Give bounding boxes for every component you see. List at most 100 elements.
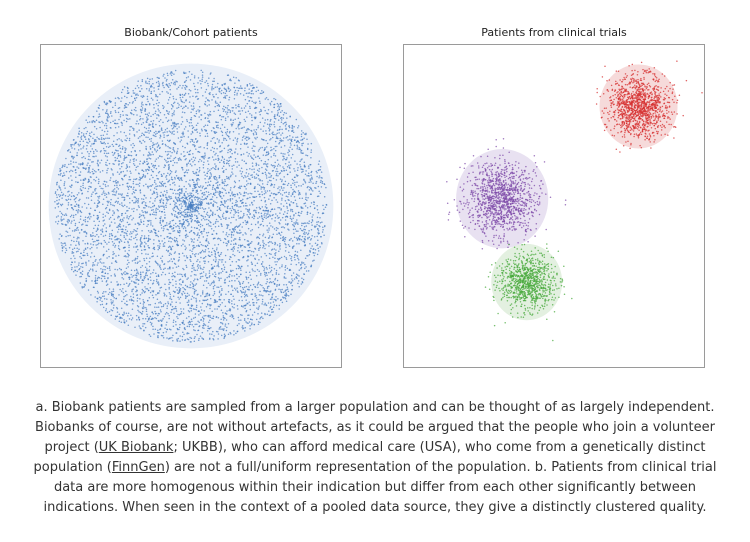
biobank-point	[214, 132, 216, 134]
biobank-point	[128, 216, 131, 218]
biobank-point	[240, 295, 243, 298]
biobank-point	[91, 148, 94, 150]
biobank-point	[284, 211, 286, 213]
biobank-point	[259, 274, 262, 276]
biobank-point	[87, 220, 89, 223]
biobank-point	[270, 174, 273, 177]
biobank-point	[187, 220, 190, 223]
biobank-point	[87, 178, 90, 181]
biobank-point	[257, 298, 260, 301]
biobank-point	[101, 230, 104, 232]
biobank-point	[275, 179, 278, 181]
biobank-point	[248, 92, 251, 94]
biobank-point	[76, 227, 78, 230]
biobank-point	[137, 183, 139, 186]
biobank-point	[236, 86, 238, 89]
biobank-point	[187, 321, 190, 324]
biobank-point	[224, 237, 226, 240]
biobank-point	[295, 136, 297, 139]
biobank-point	[226, 134, 229, 137]
biobank-point	[301, 210, 303, 213]
biobank-point	[92, 261, 94, 264]
biobank-point	[125, 139, 128, 142]
biobank-point	[286, 157, 288, 159]
biobank-point	[217, 333, 220, 335]
biobank-point	[110, 293, 113, 296]
biobank-point	[286, 267, 289, 270]
biobank-point	[152, 328, 154, 331]
biobank-point	[177, 157, 180, 160]
biobank-point	[80, 185, 82, 188]
biobank-point	[315, 180, 318, 183]
biobank-point	[280, 121, 283, 123]
biobank-point	[194, 186, 197, 188]
biobank-point	[277, 137, 279, 140]
biobank-point	[144, 326, 147, 329]
biobank-point	[129, 161, 131, 163]
biobank-point	[173, 133, 175, 136]
biobank-point	[206, 211, 209, 214]
biobank-point	[204, 250, 206, 253]
biobank-point	[294, 170, 296, 172]
biobank-point	[308, 220, 311, 222]
biobank-point	[273, 166, 276, 169]
biobank-point	[192, 184, 195, 186]
biobank-point	[133, 92, 136, 94]
biobank-point	[293, 144, 296, 147]
biobank-point	[179, 335, 181, 337]
biobank-point	[72, 214, 75, 217]
biobank-point	[105, 137, 107, 139]
biobank-point	[225, 293, 227, 295]
biobank-point	[100, 137, 103, 139]
biobank-point	[135, 97, 138, 99]
biobank-point	[288, 164, 290, 167]
biobank-point	[168, 317, 170, 320]
biobank-point	[269, 123, 271, 125]
biobank-point	[54, 191, 57, 193]
biobank-point	[289, 135, 291, 137]
biobank-point	[277, 105, 279, 108]
biobank-point	[95, 155, 97, 157]
biobank-point	[199, 273, 202, 275]
biobank-point	[302, 230, 304, 232]
biobank-point	[154, 110, 157, 112]
biobank-point	[264, 236, 267, 239]
biobank-point	[273, 186, 275, 188]
biobank-point	[106, 152, 108, 155]
biobank-point	[252, 254, 255, 257]
biobank-point	[223, 158, 226, 160]
biobank-point	[273, 115, 276, 118]
biobank-point	[239, 110, 241, 112]
biobank-point	[79, 282, 82, 284]
biobank-point	[168, 232, 170, 235]
biobank-point	[261, 263, 263, 265]
biobank-point	[276, 132, 278, 135]
biobank-point	[213, 249, 216, 252]
biobank-point	[184, 80, 186, 83]
biobank-point	[165, 288, 167, 291]
biobank-point	[208, 316, 210, 318]
biobank-point	[196, 131, 199, 133]
biobank-point	[272, 193, 275, 195]
biobank-point	[78, 163, 80, 165]
biobank-point	[85, 277, 87, 280]
biobank-point	[283, 187, 285, 189]
biobank-point	[172, 226, 175, 229]
biobank-point	[236, 205, 238, 208]
biobank-point	[171, 188, 174, 191]
biobank-point	[243, 304, 245, 307]
biobank-point	[63, 174, 66, 177]
biobank-point	[276, 233, 278, 236]
biobank-point	[155, 214, 157, 216]
biobank-point	[224, 106, 227, 109]
biobank-point	[121, 300, 123, 303]
biobank-point	[286, 294, 288, 297]
biobank-point	[220, 277, 222, 279]
biobank-point	[218, 254, 220, 256]
biobank-point	[279, 289, 282, 291]
biobank-point	[311, 218, 314, 221]
biobank-point	[319, 165, 322, 168]
biobank-point	[158, 120, 160, 123]
biobank-point	[232, 253, 234, 256]
biobank-point	[168, 140, 170, 143]
